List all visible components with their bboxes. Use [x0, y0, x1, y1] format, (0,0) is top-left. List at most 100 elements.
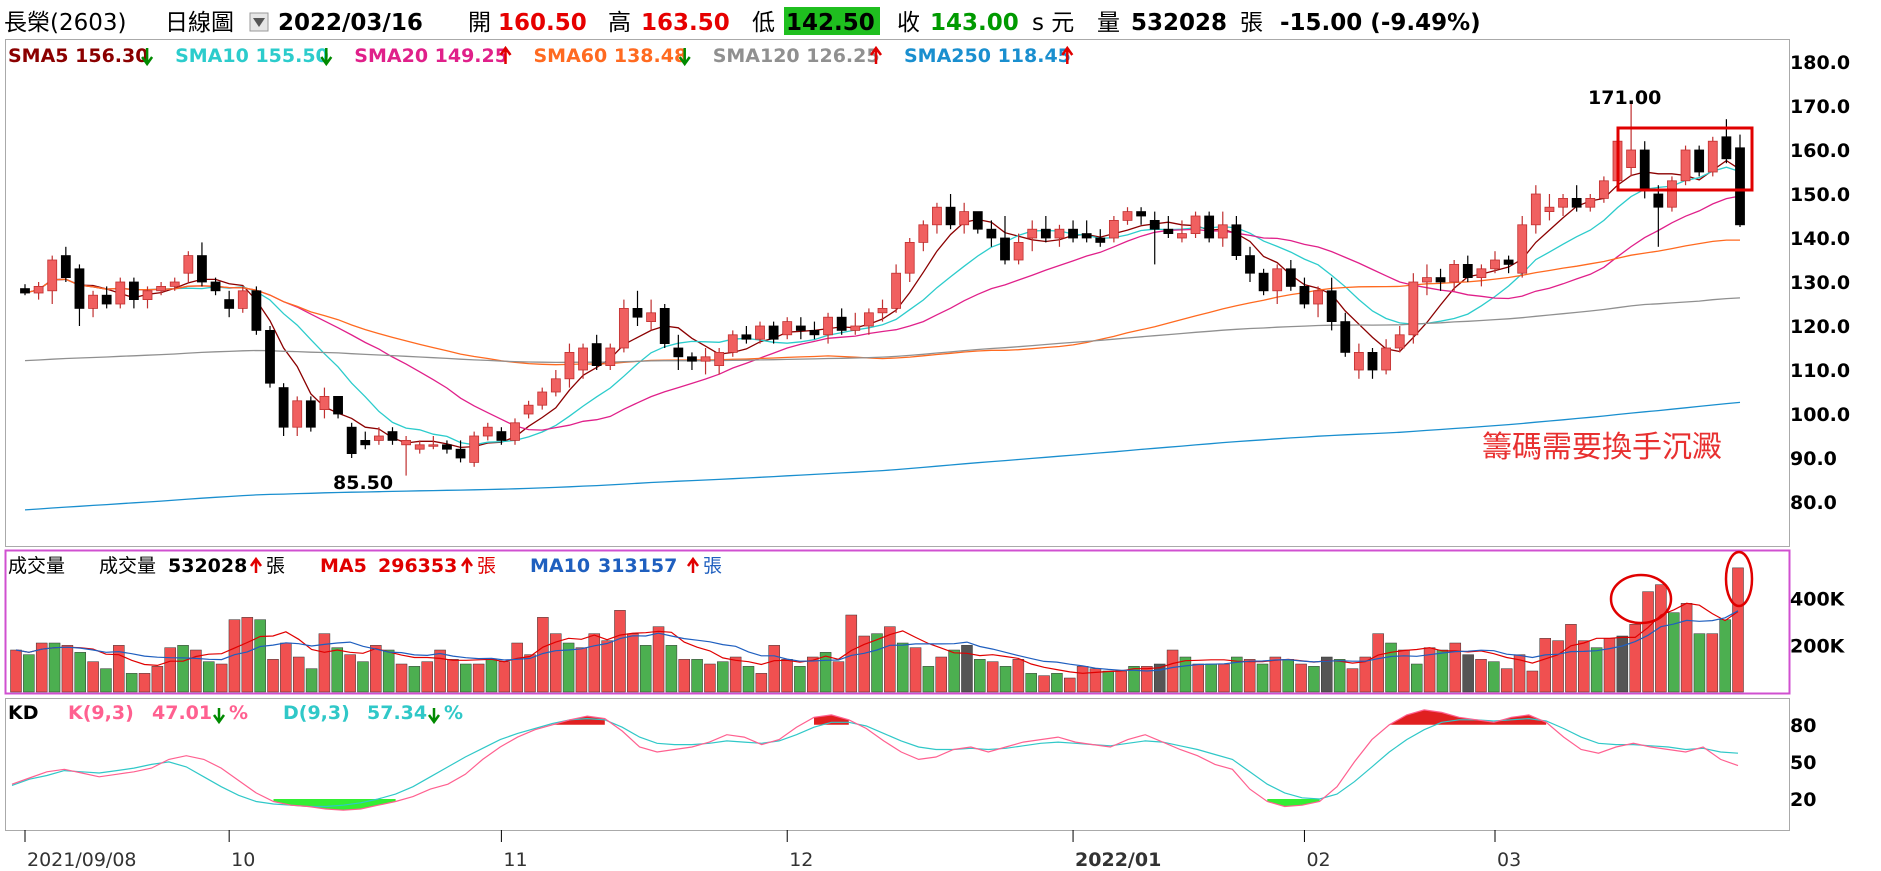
candle-body: [700, 356, 711, 362]
volume-bar: [639, 645, 652, 693]
price-tick-label: 180.0: [1790, 52, 1850, 74]
candle: [537, 387, 548, 410]
volume-bar: [1102, 670, 1115, 693]
candle: [1598, 176, 1609, 203]
volume-bar: [1475, 659, 1487, 693]
legend-sma120[interactable]: SMA120 126.25: [713, 45, 883, 67]
kd-overbought-area: [1389, 709, 1547, 725]
candle: [1707, 136, 1718, 177]
candle-body: [959, 211, 970, 226]
chart-kind[interactable]: 日線圖: [165, 10, 234, 36]
volume-bar: [1436, 649, 1449, 693]
volume-bar: [1064, 677, 1076, 693]
legend-sma5[interactable]: SMA5 156.30: [8, 45, 154, 67]
legend-sma250[interactable]: SMA250 118.45: [904, 45, 1074, 67]
candle: [1694, 145, 1705, 177]
candle: [1095, 229, 1106, 247]
candle-body: [972, 211, 983, 230]
volume-bar: [408, 666, 421, 693]
candle-body: [1598, 180, 1609, 199]
candle: [1394, 326, 1405, 353]
date-tick-label: 2022/01: [1075, 849, 1161, 871]
volume-bar: [537, 617, 549, 693]
candle-body: [319, 395, 330, 410]
kd-axis: 80 50 20: [1790, 715, 1816, 811]
candle: [714, 348, 725, 375]
candle-body: [1639, 149, 1650, 190]
candle: [673, 334, 684, 370]
candle-body: [169, 281, 180, 287]
volume-bar: [1346, 668, 1359, 693]
volume-bar: [254, 619, 266, 693]
volume-bar: [1308, 666, 1320, 693]
sma-line-sma120: [24, 297, 1741, 364]
up-arrow-icon: [249, 556, 263, 573]
volume-ma5-value: 296353: [378, 555, 457, 577]
candle-body: [1503, 259, 1514, 265]
volume-tick-label: 200K: [1790, 635, 1846, 657]
price-tick-label: 160.0: [1790, 140, 1850, 162]
candle-body: [1136, 211, 1147, 217]
volume-ma5-line: [15, 602, 1739, 674]
candle-body: [1054, 228, 1065, 239]
volume-bar: [1706, 633, 1719, 693]
volume-bar: [549, 633, 562, 693]
volume-bar: [100, 668, 112, 693]
candle: [88, 290, 98, 318]
open-value: 160.50: [498, 10, 587, 36]
candle: [74, 264, 85, 326]
date-tick-label: 03: [1497, 849, 1521, 871]
candle: [1721, 119, 1732, 164]
legend-sma60[interactable]: SMA60 138.48: [534, 45, 691, 67]
low-value: 142.50: [786, 10, 875, 36]
candle: [863, 308, 874, 335]
candle: [1149, 211, 1160, 265]
candle: [1013, 233, 1024, 265]
volume-bar: [1655, 584, 1667, 693]
volume-bar: [614, 610, 626, 693]
kd-tick-label: 20: [1790, 789, 1816, 811]
candle-body: [632, 307, 643, 318]
candle-body: [101, 294, 112, 305]
price-tick-label: 170.0: [1790, 96, 1850, 118]
candle: [809, 321, 820, 340]
candle: [197, 242, 207, 287]
volume-bar: [806, 656, 819, 693]
volume-bar: [1359, 656, 1372, 693]
volume-bar: [858, 635, 870, 693]
candle: [128, 277, 139, 309]
candle: [1122, 207, 1133, 225]
candle: [578, 343, 588, 379]
candle: [224, 290, 235, 318]
legend-label: SMA20 149.25: [354, 45, 508, 67]
candle: [169, 277, 180, 291]
candle-body: [183, 255, 194, 274]
candle: [1503, 255, 1514, 274]
candle-body: [1462, 263, 1473, 278]
legend-sma20[interactable]: SMA20 149.25: [354, 45, 512, 67]
candle-body: [891, 272, 902, 309]
candle: [687, 352, 697, 370]
volume-bar: [832, 661, 845, 693]
candle-body: [850, 325, 861, 331]
volume-bar: [1256, 663, 1269, 693]
stock-name[interactable]: 長榮(2603): [4, 10, 126, 36]
date-tick-label: 02: [1306, 849, 1330, 871]
volume-bar: [1166, 649, 1179, 693]
price-tick-label: 120.0: [1790, 316, 1850, 338]
volume-bar: [1732, 567, 1744, 693]
candle-body: [33, 285, 44, 294]
open-label: 開: [468, 10, 491, 36]
volume-bar: [292, 656, 305, 693]
candle-body: [564, 351, 575, 380]
volume-bar: [1269, 656, 1282, 693]
volume-bar: [1449, 642, 1462, 693]
candle: [210, 277, 221, 296]
candle-body: [1204, 215, 1215, 239]
candle: [959, 202, 970, 234]
volume-legend-label: 成交量: [99, 555, 156, 577]
candle-body: [1408, 281, 1419, 336]
legend-sma10[interactable]: SMA10 155.50: [175, 45, 333, 67]
chevron-down-icon: [253, 18, 265, 27]
candle: [183, 251, 194, 282]
